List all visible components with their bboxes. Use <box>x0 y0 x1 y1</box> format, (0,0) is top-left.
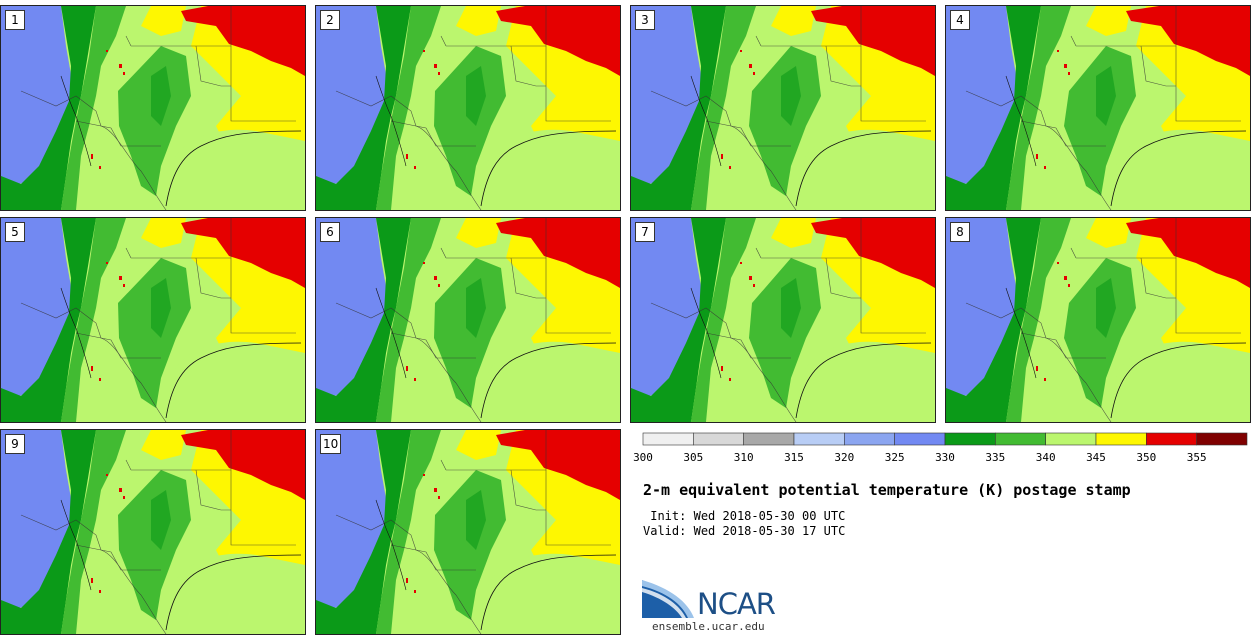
colorbar-swatch <box>1095 432 1147 446</box>
postage-stamp-member-10: 10 <box>315 429 621 635</box>
ncar-logo-icon <box>642 580 694 618</box>
colorbar-swatch <box>894 432 946 446</box>
colorbar <box>642 432 1248 446</box>
forecast-map <box>316 218 620 422</box>
colorbar-swatch <box>793 432 845 446</box>
forecast-map <box>316 430 620 634</box>
plot-title: 2-m equivalent potential temperature (K)… <box>643 481 1131 499</box>
member-number: 6 <box>320 222 340 242</box>
postage-stamp-member-8: 8 <box>945 217 1251 423</box>
colorbar-tick-label: 350 <box>1136 451 1157 464</box>
colorbar-swatch <box>642 432 694 446</box>
colorbar-tick-label: 330 <box>935 451 955 464</box>
colorbar-tick-label: 355 <box>1186 451 1207 464</box>
forecast-map <box>316 6 620 210</box>
postage-stamp-member-9: 9 <box>0 429 306 635</box>
colorbar-swatch <box>743 432 795 446</box>
colorbar-tick-label: 315 <box>784 451 804 464</box>
member-number: 4 <box>950 10 970 30</box>
postage-stamp-member-5: 5 <box>0 217 306 423</box>
init-label: Init: <box>643 509 687 523</box>
site-url: ensemble.ucar.edu <box>652 620 765 633</box>
member-number: 10 <box>320 434 342 454</box>
forecast-map <box>631 218 935 422</box>
forecast-map <box>1 218 305 422</box>
colorbar-tick-label: 305 <box>683 451 704 464</box>
colorbar-swatch <box>1196 432 1248 446</box>
colorbar-swatch <box>1045 432 1097 446</box>
member-number: 9 <box>5 434 25 454</box>
forecast-map <box>1 6 305 210</box>
valid-line: Valid: Wed 2018-05-30 17 UTC <box>643 524 845 538</box>
colorbar-swatch <box>693 432 744 446</box>
colorbar-swatch <box>1146 432 1197 446</box>
valid-value: Wed 2018-05-30 17 UTC <box>693 524 846 538</box>
member-number: 2 <box>320 10 340 30</box>
colorbar-swatch <box>944 432 996 446</box>
member-number: 8 <box>950 222 970 242</box>
colorbar-tick-label: 345 <box>1086 451 1106 464</box>
colorbar-swatch <box>844 432 895 446</box>
postage-stamp-member-2: 2 <box>315 5 621 211</box>
init-value: Wed 2018-05-30 00 UTC <box>693 509 846 523</box>
init-line: Init: Wed 2018-05-30 00 UTC <box>643 509 845 523</box>
forecast-map <box>946 218 1250 422</box>
member-number: 5 <box>5 222 25 242</box>
colorbar-tick-label: 300 <box>633 451 653 464</box>
colorbar-tick-label: 335 <box>985 451 1006 464</box>
colorbar-tick-label: 320 <box>834 451 855 464</box>
forecast-map <box>631 6 935 210</box>
ncar-logo-text: NCAR <box>697 587 776 621</box>
postage-stamp-member-3: 3 <box>630 5 936 211</box>
forecast-map <box>946 6 1250 210</box>
postage-stamp-member-4: 4 <box>945 5 1251 211</box>
valid-label: Valid: <box>643 524 687 538</box>
forecast-map <box>1 430 305 634</box>
colorbar-tick-label: 340 <box>1035 451 1056 464</box>
colorbar-tick-label: 325 <box>884 451 905 464</box>
member-number: 1 <box>5 10 25 30</box>
postage-stamp-member-7: 7 <box>630 217 936 423</box>
colorbar-tick-label: 310 <box>733 451 754 464</box>
postage-stamp-member-1: 1 <box>0 5 306 211</box>
member-number: 3 <box>635 10 655 30</box>
postage-stamp-member-6: 6 <box>315 217 621 423</box>
member-number: 7 <box>635 222 655 242</box>
colorbar-swatch <box>995 432 1046 446</box>
